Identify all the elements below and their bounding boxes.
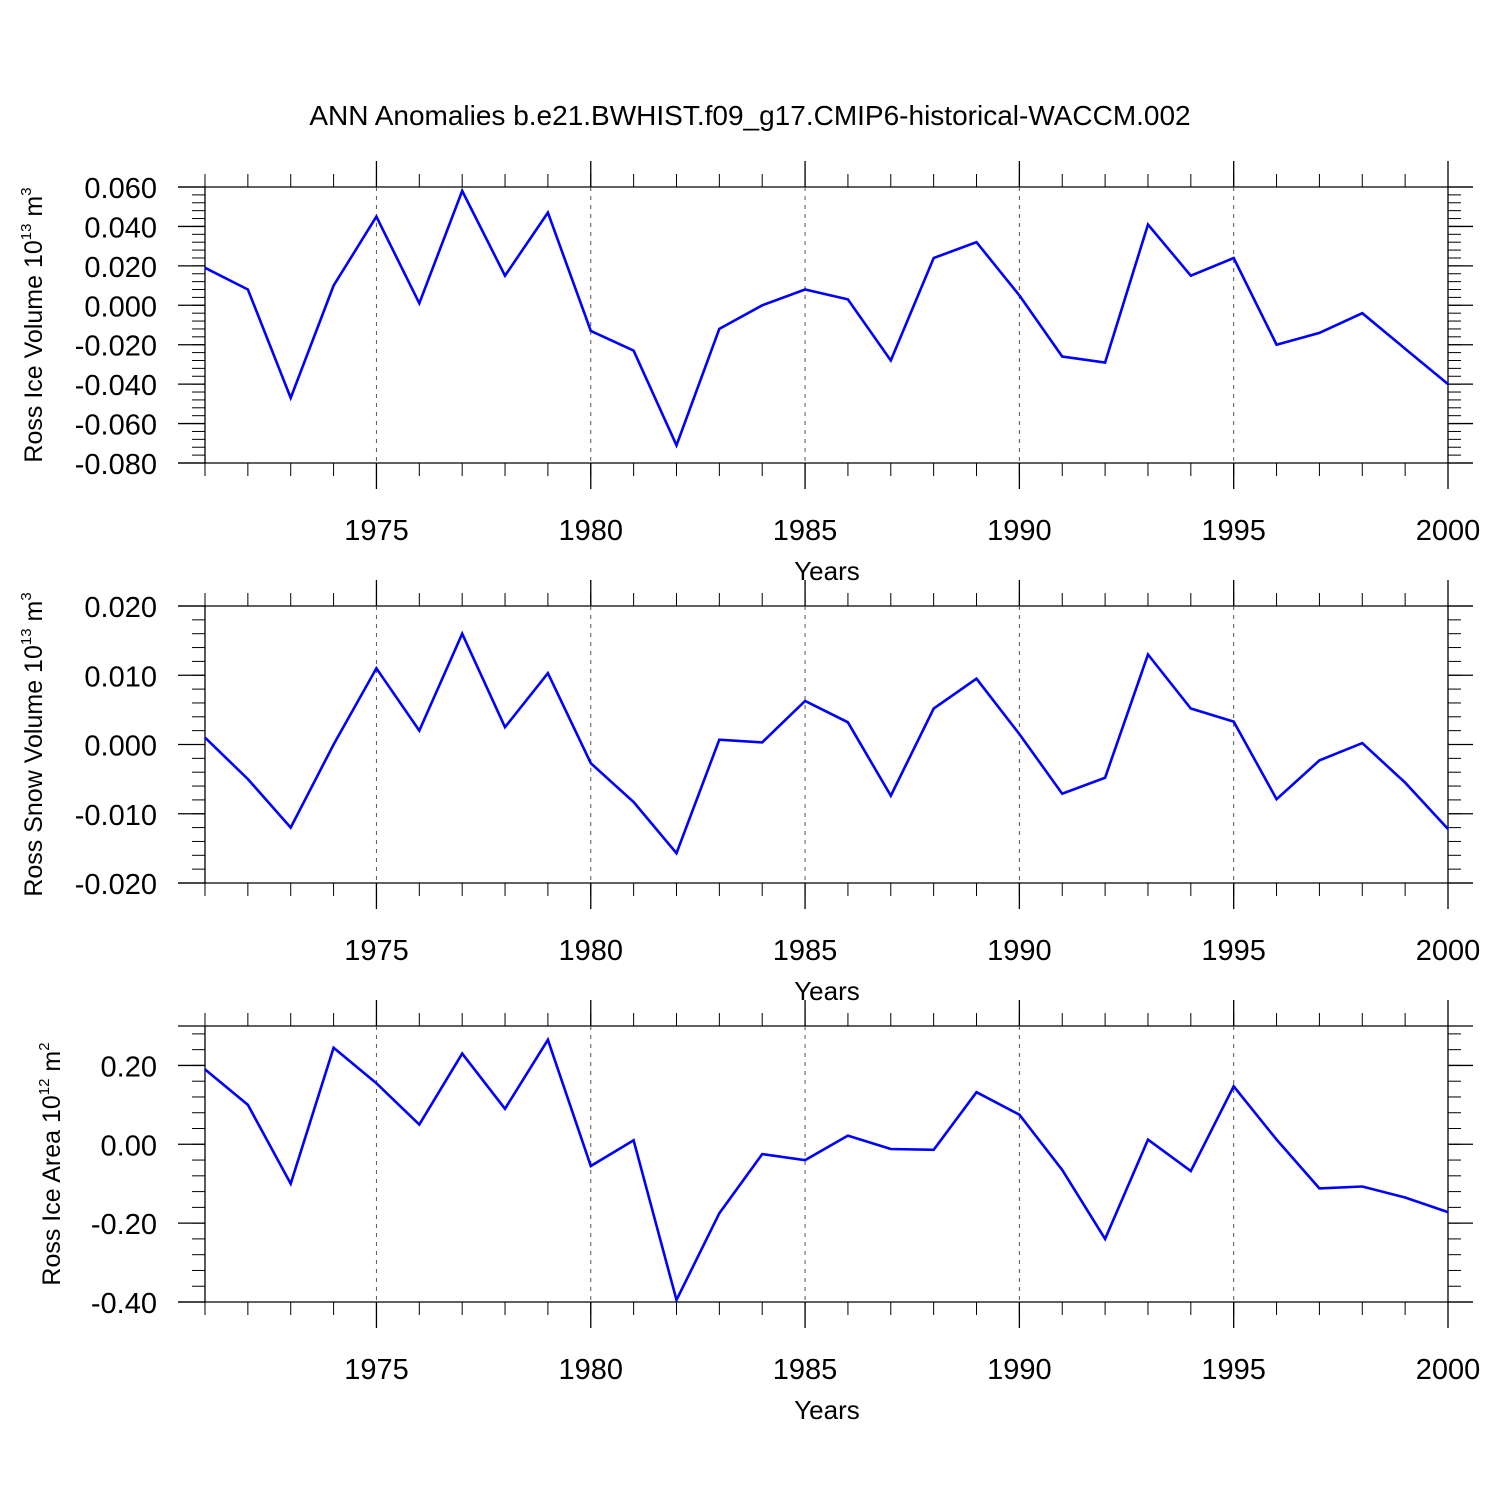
x-tick-label: 1985 [773, 935, 838, 967]
x-tick-label: 1975 [344, 935, 409, 967]
chart-panel-3: 0.20 0.00 -0.20 -0.40 1975 1980 1985 1990 1995 20… [36, 1000, 1480, 1425]
x-tick-label: 1990 [987, 935, 1052, 967]
chart-title: ANN Anomalies b.e21.BWHIST.f09_g17.CMIP6… [309, 100, 1190, 131]
series-line [204, 630, 1449, 856]
x-tick-label: 1985 [773, 1354, 838, 1386]
y-tick-label: 0.020 [84, 252, 157, 284]
x-tick-label: 1995 [1201, 515, 1266, 547]
y-tick-label: -0.010 [75, 800, 157, 832]
y-tick-label: 0.060 [84, 173, 157, 205]
x-tick-label: 1995 [1201, 1354, 1266, 1386]
x-tick-label: 2000 [1416, 935, 1481, 967]
y-tick-label: -0.020 [75, 869, 157, 901]
series-line [204, 1036, 1449, 1304]
x-tick-label: 1980 [559, 1354, 624, 1386]
chart-panel-1: 0.060 0.040 0.020 0.000 -0.020 -0.040 -0.060 -0… [18, 161, 1480, 586]
y-tick-label: 0.00 [101, 1130, 157, 1162]
y-tick-label: 0.020 [84, 592, 157, 624]
x-tick-label: 1990 [987, 1354, 1052, 1386]
x-tick-label: 2000 [1416, 1354, 1481, 1386]
y-axis-label: Ross Ice Volume 1013 m3 [18, 187, 48, 462]
x-tick-label: 1995 [1201, 935, 1266, 967]
y-tick-label: 0.000 [84, 731, 157, 763]
y-tick-label: 0.20 [101, 1051, 157, 1083]
y-tick-label: 0.000 [84, 291, 157, 323]
y-tick-label: -0.20 [91, 1209, 157, 1241]
y-tick-label: -0.080 [75, 449, 157, 481]
x-tick-label: 1980 [559, 935, 624, 967]
y-tick-label: -0.040 [75, 370, 157, 402]
series-line [204, 187, 1449, 449]
y-axis-label: Ross Snow Volume 1013 m3 [18, 592, 48, 896]
x-tick-label: 2000 [1416, 515, 1481, 547]
x-axis-label: Years [794, 976, 860, 1006]
x-tick-label: 1980 [559, 515, 624, 547]
y-tick-label: -0.020 [75, 331, 157, 363]
y-tick-label: -0.060 [75, 410, 157, 442]
x-axis-label: Years [794, 1395, 860, 1425]
y-tick-label: 0.010 [84, 661, 157, 693]
x-tick-label: 1985 [773, 515, 838, 547]
x-tick-label: 1975 [344, 515, 409, 547]
x-tick-label: 1975 [344, 1354, 409, 1386]
chart-panel-2: 0.020 0.010 0.000 -0.010 -0.020 1975 1980 1985 1… [18, 580, 1480, 1006]
x-axis-label: Years [794, 556, 860, 586]
x-tick-label: 1990 [987, 515, 1052, 547]
y-tick-label: -0.40 [91, 1288, 157, 1320]
y-tick-label: 0.040 [84, 212, 157, 244]
y-axis-label: Ross Ice Area 1012 m2 [36, 1042, 66, 1285]
